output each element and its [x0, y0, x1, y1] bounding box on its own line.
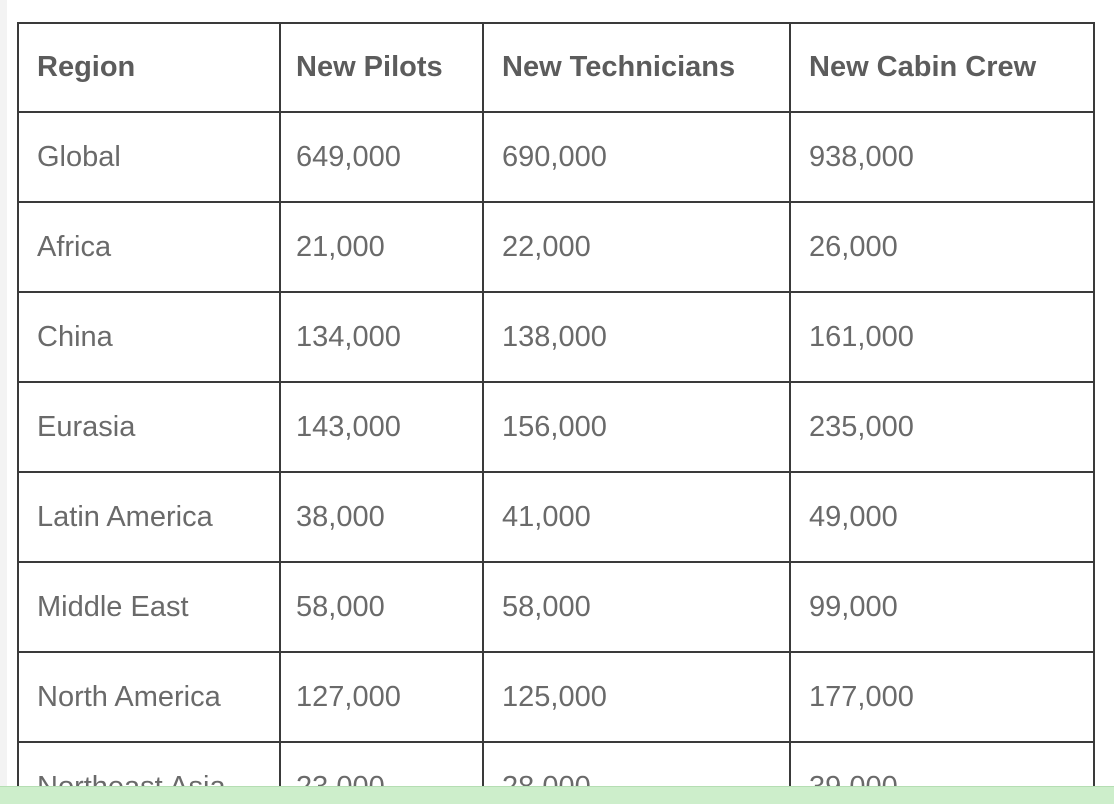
- cell-new-cabin-crew: 938,000: [789, 111, 1095, 203]
- cell-new-pilots: 127,000: [279, 651, 484, 743]
- cell-new-cabin-crew: 99,000: [789, 561, 1095, 653]
- table-row: Middle East 58,000 58,000 99,000: [17, 561, 1095, 653]
- header-new-cabin-crew: New Cabin Crew: [789, 22, 1095, 113]
- cell-region: Africa: [17, 201, 281, 293]
- bottom-highlight-bar: [0, 786, 1114, 804]
- cell-region: North America: [17, 651, 281, 743]
- cell-new-cabin-crew: 235,000: [789, 381, 1095, 473]
- left-gutter: [0, 0, 7, 804]
- cell-new-pilots: 58,000: [279, 561, 484, 653]
- cell-region: Eurasia: [17, 381, 281, 473]
- cell-new-pilots: 134,000: [279, 291, 484, 383]
- data-table: Region New Pilots New Technicians New Ca…: [17, 22, 1095, 804]
- cell-new-technicians: 22,000: [482, 201, 791, 293]
- cell-new-cabin-crew: 177,000: [789, 651, 1095, 743]
- cell-new-cabin-crew: 49,000: [789, 471, 1095, 563]
- cell-region: Middle East: [17, 561, 281, 653]
- cell-region: China: [17, 291, 281, 383]
- cell-new-technicians: 690,000: [482, 111, 791, 203]
- header-new-technicians: New Technicians: [482, 22, 791, 113]
- header-new-pilots: New Pilots: [279, 22, 484, 113]
- table-row: Africa 21,000 22,000 26,000: [17, 201, 1095, 293]
- cell-new-pilots: 38,000: [279, 471, 484, 563]
- table-row: China 134,000 138,000 161,000: [17, 291, 1095, 383]
- cell-region: Latin America: [17, 471, 281, 563]
- cell-new-cabin-crew: 161,000: [789, 291, 1095, 383]
- cell-new-technicians: 58,000: [482, 561, 791, 653]
- cell-new-pilots: 649,000: [279, 111, 484, 203]
- cell-region: Global: [17, 111, 281, 203]
- cell-new-pilots: 143,000: [279, 381, 484, 473]
- cell-new-technicians: 156,000: [482, 381, 791, 473]
- table-row: Eurasia 143,000 156,000 235,000: [17, 381, 1095, 473]
- table-header-row: Region New Pilots New Technicians New Ca…: [17, 22, 1095, 113]
- cell-new-technicians: 138,000: [482, 291, 791, 383]
- cell-new-pilots: 21,000: [279, 201, 484, 293]
- cell-new-technicians: 125,000: [482, 651, 791, 743]
- table-row: North America 127,000 125,000 177,000: [17, 651, 1095, 743]
- cell-new-technicians: 41,000: [482, 471, 791, 563]
- table-row: Latin America 38,000 41,000 49,000: [17, 471, 1095, 563]
- header-region: Region: [17, 22, 281, 113]
- cell-new-cabin-crew: 26,000: [789, 201, 1095, 293]
- table-row: Global 649,000 690,000 938,000: [17, 111, 1095, 203]
